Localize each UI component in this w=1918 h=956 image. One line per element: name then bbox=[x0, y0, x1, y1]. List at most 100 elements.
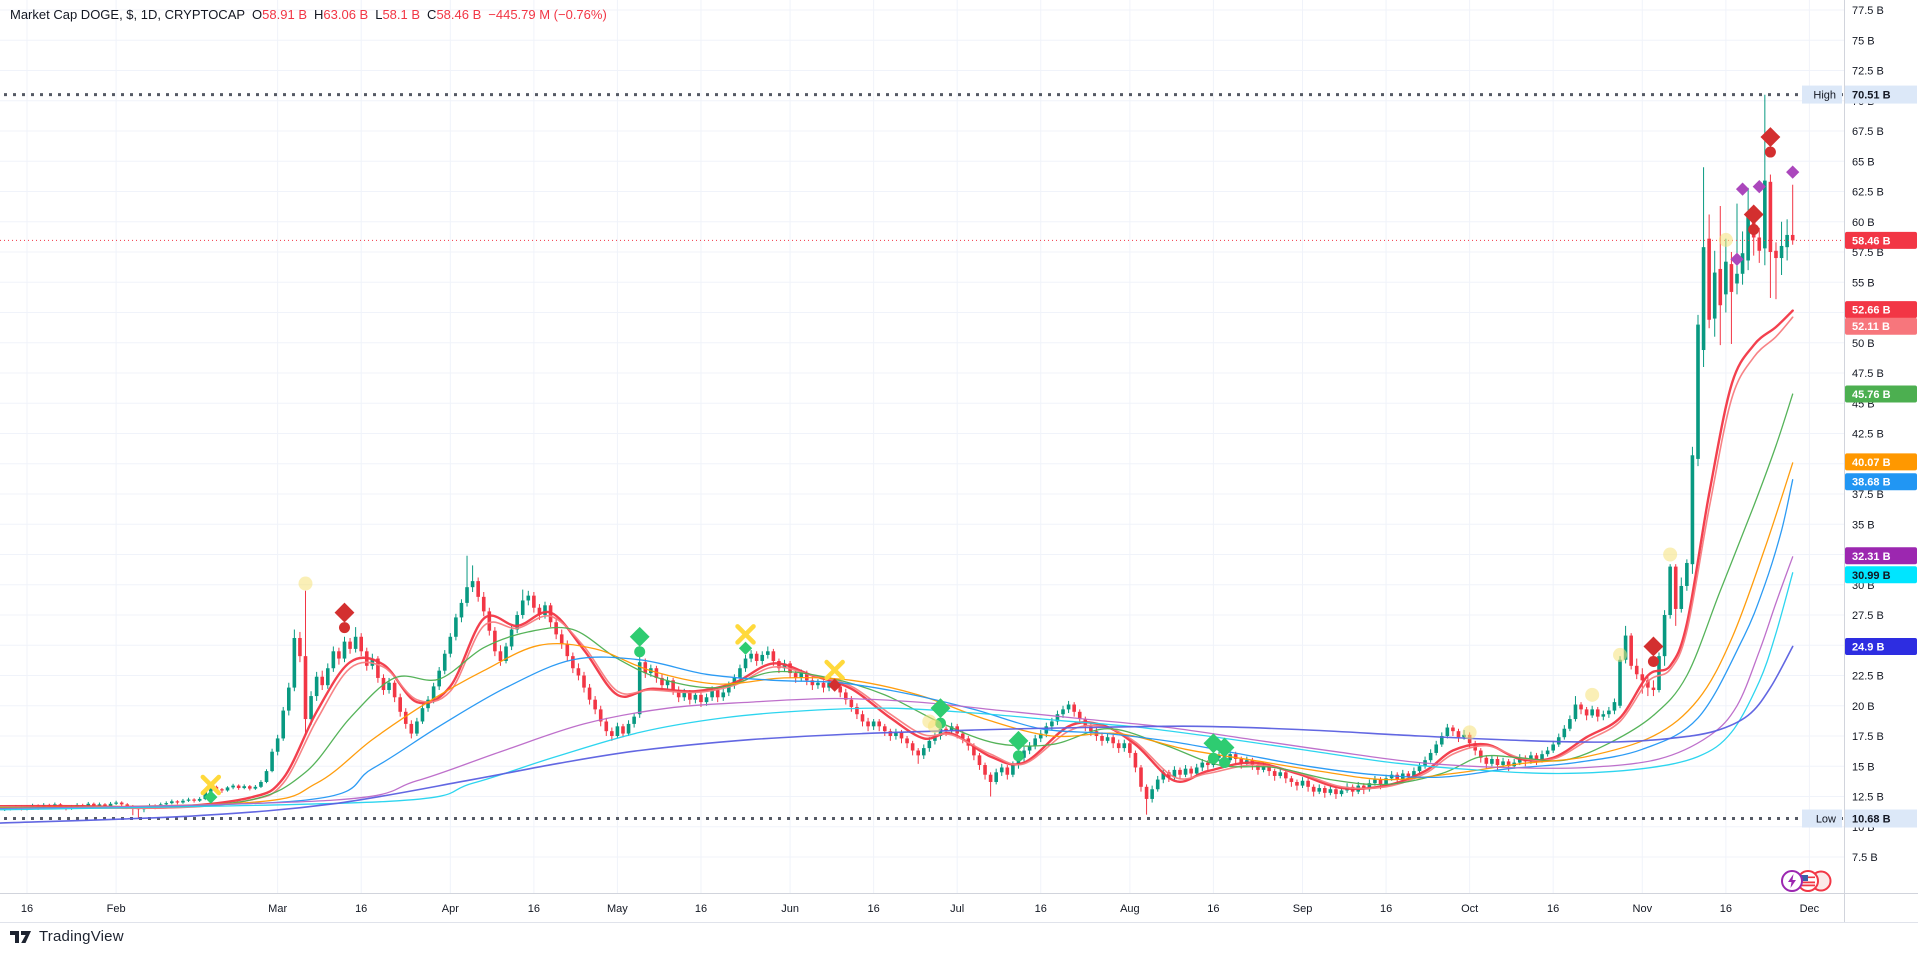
price-axis-label: 35 B bbox=[1852, 519, 1875, 531]
candle-body bbox=[554, 622, 558, 635]
diamond-shape bbox=[930, 698, 951, 719]
candle-body bbox=[782, 663, 787, 669]
candle-body bbox=[894, 732, 898, 736]
candle-body bbox=[1323, 788, 1327, 793]
candle-body bbox=[476, 581, 480, 597]
candle-body bbox=[342, 641, 347, 659]
candle-body bbox=[203, 791, 208, 799]
candle-body bbox=[1701, 247, 1706, 351]
price-axis-label: 47.5 B bbox=[1852, 368, 1884, 380]
ma-cyan-line bbox=[0, 572, 1794, 811]
time-axis[interactable]: 16 Feb Mar 16 Apr 16 May 16 Jun 16 Jul 16 Aug 16 Sep 16… bbox=[21, 903, 1820, 915]
time-axis-label: Jul bbox=[950, 903, 964, 915]
price-badge: 32.31 B bbox=[1845, 547, 1917, 565]
candle-body bbox=[632, 716, 636, 724]
candle-body bbox=[108, 803, 113, 807]
candle-body bbox=[1451, 727, 1455, 732]
candle-body bbox=[1172, 769, 1177, 778]
candle-body bbox=[988, 774, 993, 782]
high-value-box bbox=[1845, 85, 1917, 104]
data-source-icons[interactable] bbox=[1781, 870, 1832, 892]
candle-body bbox=[92, 803, 96, 806]
alert-dot bbox=[338, 622, 350, 634]
candle-body bbox=[498, 651, 503, 661]
candle-body bbox=[1011, 765, 1015, 775]
candle-body bbox=[1668, 566, 1672, 615]
candle-body bbox=[843, 692, 848, 700]
high-value-label: 70.51 B bbox=[1852, 90, 1891, 102]
candle-body bbox=[1373, 779, 1377, 784]
price-axis-label: 15 B bbox=[1852, 761, 1875, 773]
price-badge-value: 30.99 B bbox=[1852, 570, 1891, 582]
price-axis-label: 37.5 B bbox=[1852, 489, 1884, 501]
faded-event-dot bbox=[1585, 687, 1600, 702]
price-axis-label: 75 B bbox=[1852, 35, 1875, 47]
high-label: H bbox=[314, 7, 324, 22]
lightning-bolt bbox=[1788, 874, 1796, 888]
candle-body bbox=[220, 789, 224, 791]
candle-body bbox=[348, 641, 352, 649]
candle-body bbox=[949, 726, 954, 732]
alert-dot bbox=[634, 646, 646, 658]
us-flag-icon[interactable] bbox=[1797, 870, 1832, 892]
grid-lines bbox=[0, 0, 1844, 893]
candle-body bbox=[465, 587, 469, 603]
candle-body bbox=[927, 740, 932, 749]
candle-body bbox=[1434, 744, 1439, 753]
candle-body bbox=[1690, 455, 1695, 565]
candle-body bbox=[1267, 766, 1271, 772]
time-axis-label: 16 bbox=[1035, 903, 1047, 915]
candle-body bbox=[1022, 750, 1026, 758]
candle-body bbox=[660, 677, 664, 686]
candle-body bbox=[1662, 615, 1667, 657]
lightning-icon[interactable] bbox=[1781, 870, 1803, 892]
low-value-label: 10.68 B bbox=[1852, 814, 1891, 826]
time-axis-label: 16 bbox=[1720, 903, 1732, 915]
symbol-name[interactable]: Market Cap DOGE, $, 1D, CRYPTOCAP bbox=[10, 7, 246, 22]
price-axis-label: 20 B bbox=[1852, 701, 1875, 713]
candle-body bbox=[509, 629, 514, 647]
price-axis-label: 65 B bbox=[1852, 156, 1875, 168]
tradingview-logo-link[interactable]: TradingView bbox=[10, 928, 124, 945]
flag-stripe bbox=[1801, 881, 1815, 884]
candle-body bbox=[637, 662, 642, 715]
candle-body bbox=[504, 646, 508, 661]
candle-body bbox=[520, 600, 525, 615]
price-axis-label: 55 B bbox=[1852, 277, 1875, 289]
faded-event-dot bbox=[298, 576, 313, 591]
candle-body bbox=[292, 637, 297, 688]
candle-body bbox=[743, 658, 748, 669]
candle-body bbox=[337, 651, 341, 659]
price-badge: 45.76 B bbox=[1845, 385, 1917, 403]
candle-body bbox=[1139, 767, 1143, 787]
candle-body bbox=[1623, 635, 1628, 660]
candle-body bbox=[821, 682, 826, 688]
price-axis-label: 77.5 B bbox=[1852, 5, 1884, 17]
price-badge-value: 38.68 B bbox=[1852, 477, 1891, 489]
alert-dot bbox=[1748, 223, 1760, 235]
candle-body bbox=[487, 611, 492, 631]
price-badge-box bbox=[1845, 566, 1917, 584]
price-axis[interactable]: 7.5 B10 B12.5 B15 B17.5 B20 B22.5 B25 B2… bbox=[1802, 5, 1917, 864]
candle-body bbox=[526, 595, 531, 601]
candle-body bbox=[1579, 704, 1583, 710]
candle-body bbox=[1150, 789, 1154, 799]
candle-body bbox=[676, 690, 681, 698]
candle-body bbox=[1763, 180, 1767, 249]
candle-body bbox=[1673, 566, 1678, 609]
candle-body bbox=[359, 636, 363, 652]
candle-body bbox=[715, 690, 720, 698]
candle-body bbox=[559, 634, 564, 645]
price-axis-label: 60 B bbox=[1852, 217, 1875, 229]
purple-small-diamond-marker bbox=[1786, 165, 1800, 179]
candle-body bbox=[760, 654, 765, 661]
candle-body bbox=[376, 658, 380, 678]
candle-body bbox=[1066, 704, 1071, 710]
candle-body bbox=[1785, 234, 1789, 248]
candle-body bbox=[97, 804, 102, 806]
candle-body bbox=[587, 687, 592, 700]
symbol-title-bar[interactable]: Market Cap DOGE, $, 1D, CRYPTOCAP O58.91 … bbox=[10, 6, 607, 23]
time-axis-label: 16 bbox=[21, 903, 33, 915]
